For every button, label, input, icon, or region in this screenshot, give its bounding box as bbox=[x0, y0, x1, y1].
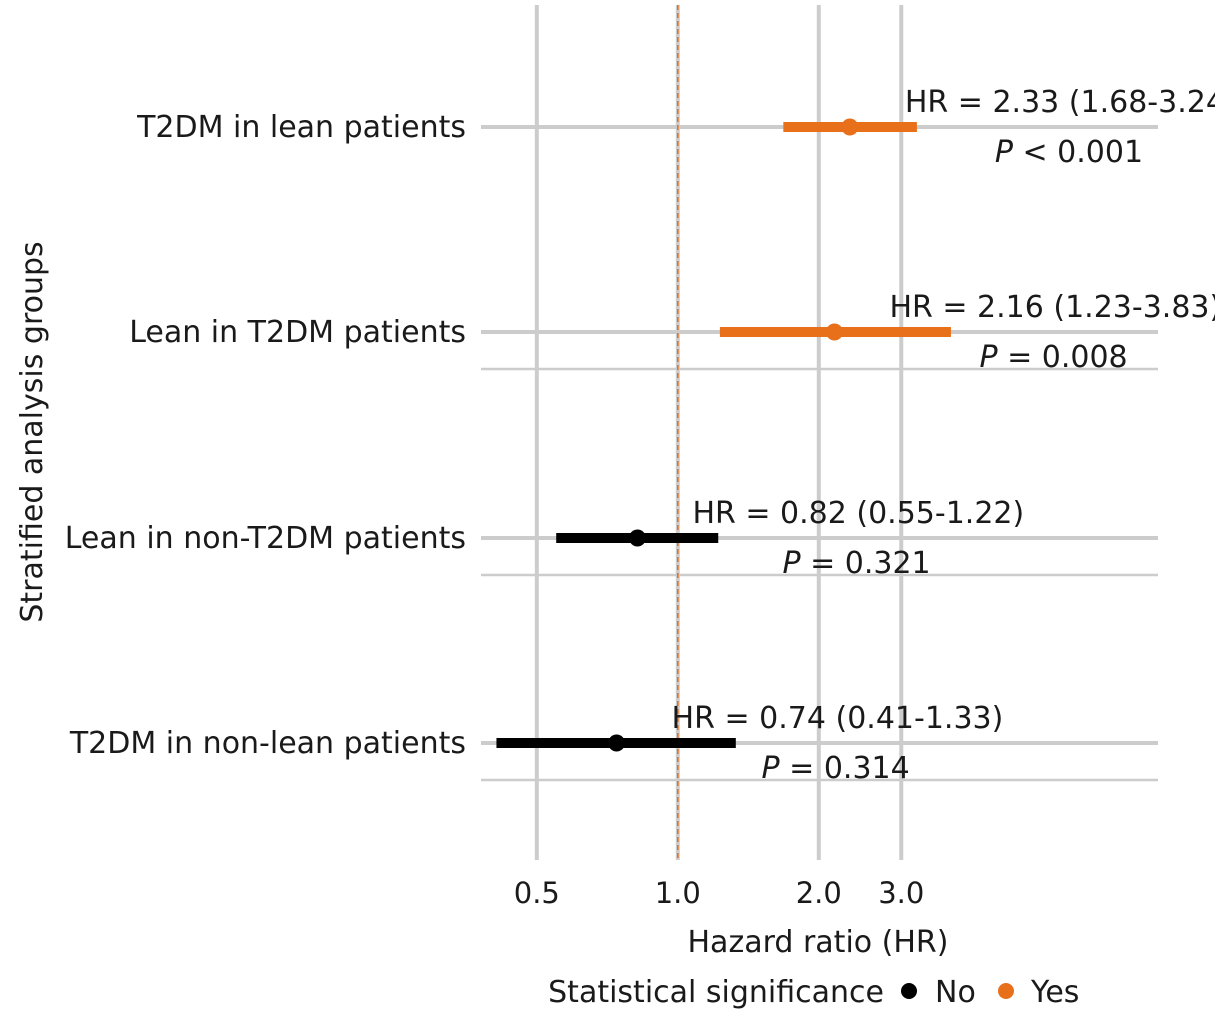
data-marks-layer bbox=[496, 118, 951, 752]
hr-annotation: HR = 2.16 (1.23-3.83) bbox=[889, 290, 1215, 325]
p-value-annotation: P = 0.321 bbox=[782, 546, 930, 581]
hr-point bbox=[608, 734, 626, 752]
hr-annotation: HR = 2.33 (1.68-3.24) bbox=[905, 85, 1215, 120]
hr-point bbox=[841, 118, 859, 136]
x-tick-label: 3.0 bbox=[878, 876, 924, 910]
labels-layer: 0.5 1.0 2.0 3.0 T2DM in lean patients HR = 2.… bbox=[65, 85, 1215, 910]
legend-label-yes: Yes bbox=[1030, 975, 1079, 1010]
y-axis-title: Stratified analysis groups bbox=[15, 241, 50, 622]
x-tick-label: 0.5 bbox=[514, 876, 560, 910]
y-category-label: Lean in non-T2DM patients bbox=[65, 521, 466, 556]
hr-point bbox=[825, 323, 843, 341]
legend-label-no: No bbox=[935, 975, 976, 1010]
p-value-annotation: P < 0.001 bbox=[995, 135, 1143, 170]
p-value-annotation: P = 0.008 bbox=[979, 340, 1127, 375]
x-axis-title: Hazard ratio (HR) bbox=[688, 925, 949, 960]
x-tick-label: 1.0 bbox=[655, 876, 701, 910]
legend-title: Statistical significance bbox=[548, 975, 884, 1010]
x-tick-label: 2.0 bbox=[796, 876, 842, 910]
hr-point bbox=[628, 529, 646, 547]
legend-marker-no bbox=[901, 983, 917, 999]
hr-annotation: HR = 0.74 (0.41-1.33) bbox=[672, 701, 1004, 736]
y-category-label: T2DM in lean patients bbox=[136, 110, 466, 145]
legend-marker-yes bbox=[998, 983, 1014, 999]
p-value-annotation: P = 0.314 bbox=[762, 751, 910, 786]
legend: Statistical significance No Yes bbox=[548, 975, 1079, 1010]
y-category-label: Lean in T2DM patients bbox=[129, 315, 466, 350]
y-category-label: T2DM in non-lean patients bbox=[69, 726, 466, 761]
hr-annotation: HR = 0.82 (0.55-1.22) bbox=[692, 496, 1024, 531]
